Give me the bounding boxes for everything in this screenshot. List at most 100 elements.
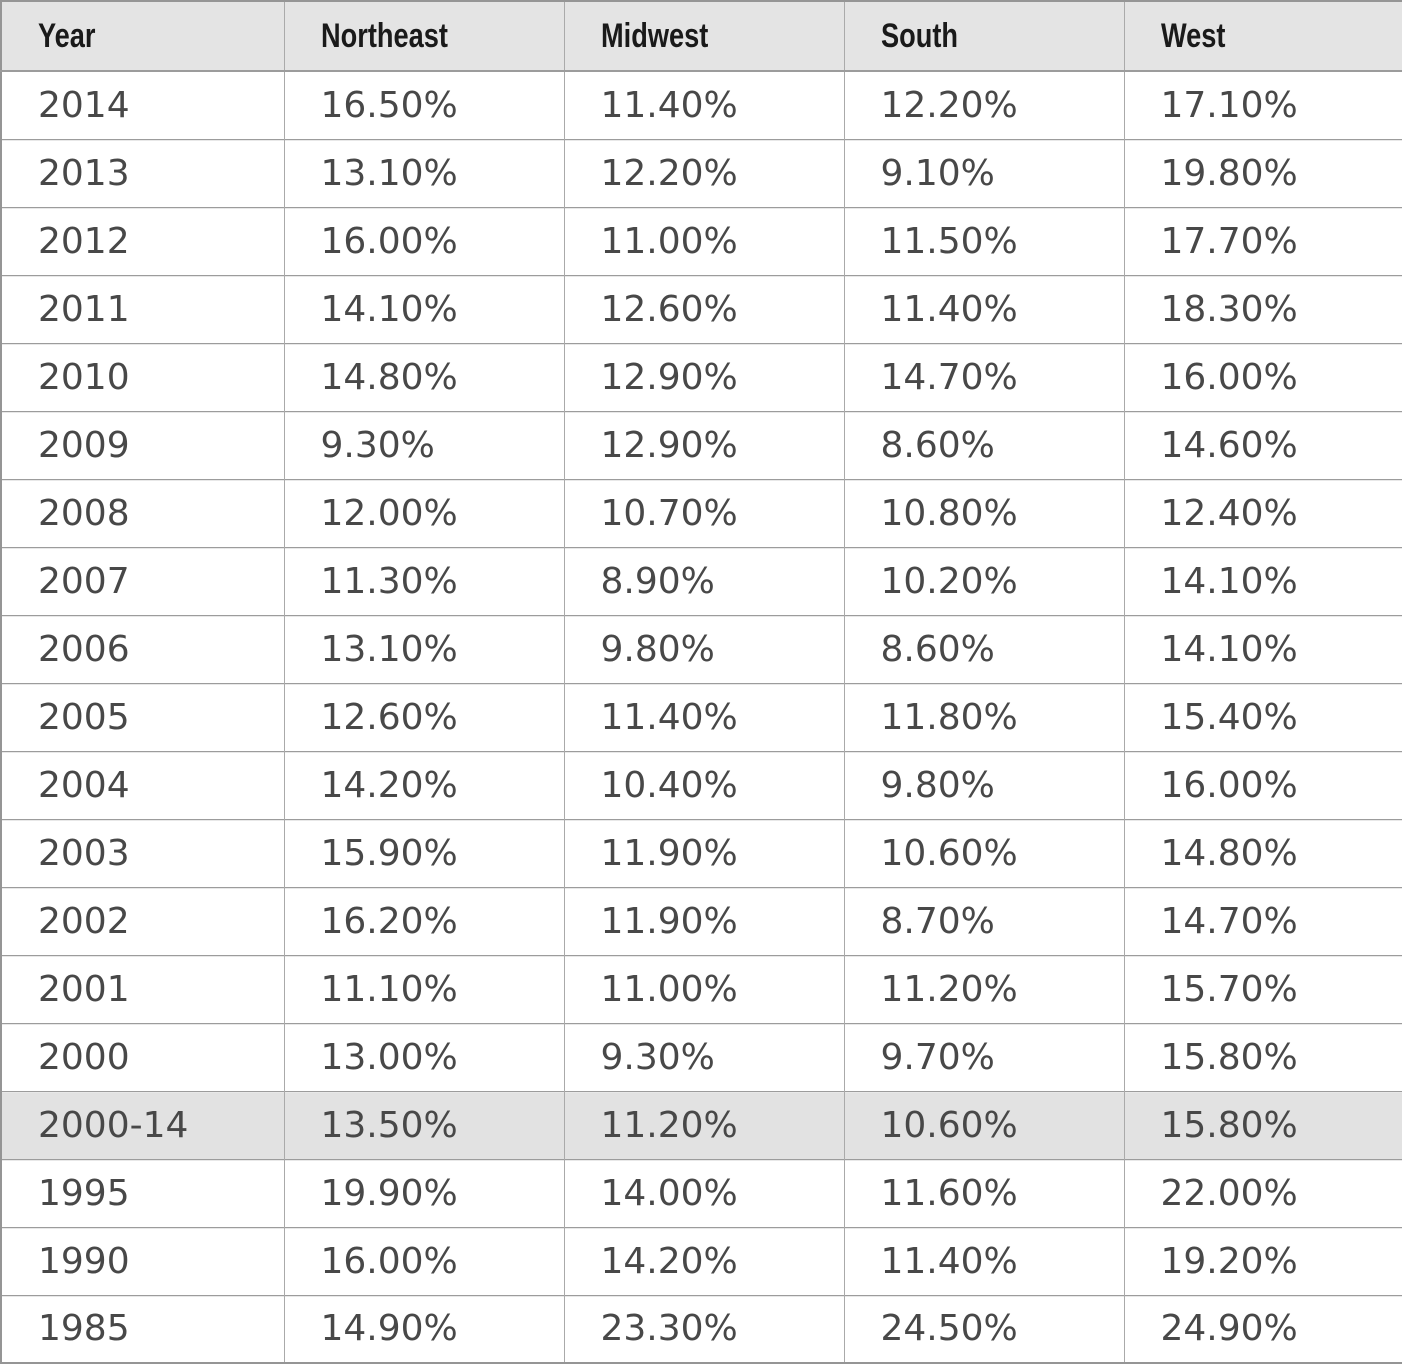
midwest-value: 8.90% [600,560,715,602]
west-value: 15.40% [1160,696,1298,738]
midwest-value: 12.60% [600,288,738,330]
column-header-northeast-label: Northeast [320,16,448,55]
west-value-cell: 14.10% [1123,546,1402,615]
south-value-cell: 11.80% [843,682,1124,751]
west-value: 19.20% [1160,1240,1298,1282]
year-label: 2008 [38,492,130,534]
table-row: 2005 12.60% 11.40% 11.80% 15.40% [1,682,1402,751]
midwest-value-cell: 11.20% [563,1090,844,1159]
south-value: 11.20% [880,968,1018,1010]
year-label: 2007 [38,560,130,602]
midwest-value-cell: 10.40% [563,750,844,819]
year-cell: 1990 [1,1226,284,1295]
northeast-value-cell: 12.60% [283,682,564,751]
northeast-value: 16.20% [320,900,458,942]
west-value-cell: 15.80% [1123,1022,1402,1091]
midwest-value: 11.40% [600,696,738,738]
northeast-value-cell: 15.90% [283,818,564,887]
midwest-value: 11.00% [600,968,738,1010]
west-value-cell: 17.10% [1123,71,1402,139]
table-row: 1985 14.90% 23.30% 24.50% 24.90% [1,1294,1402,1363]
northeast-value: 9.30% [320,424,435,466]
table-row: 1990 16.00% 14.20% 11.40% 19.20% [1,1226,1402,1295]
year-cell: 2006 [1,614,284,683]
column-header-south: South [843,1,1124,72]
west-value-cell: 15.80% [1123,1090,1402,1159]
northeast-value: 19.90% [320,1172,458,1214]
northeast-value-cell: 19.90% [283,1158,564,1227]
midwest-value: 12.20% [600,152,738,194]
northeast-value: 11.10% [320,968,458,1010]
table-row: 2007 11.30% 8.90% 10.20% 14.10% [1,546,1402,615]
table-row: 2011 14.10% 12.60% 11.40% 18.30% [1,274,1402,343]
west-value: 22.00% [1160,1172,1298,1214]
south-value-cell: 14.70% [843,342,1124,411]
midwest-value: 23.30% [600,1308,738,1350]
northeast-value-cell: 13.10% [283,138,564,207]
northeast-value-cell: 11.10% [283,954,564,1023]
south-value-cell: 12.20% [843,71,1124,139]
northeast-value-cell: 16.00% [283,206,564,275]
west-value-cell: 17.70% [1123,206,1402,275]
west-value: 14.10% [1160,560,1298,602]
south-value: 11.40% [880,1240,1018,1282]
midwest-value: 9.30% [600,1036,715,1078]
table-row: 2008 12.00% 10.70% 10.80% 12.40% [1,478,1402,547]
west-value-cell: 19.20% [1123,1226,1402,1295]
year-cell: 2009 [1,410,284,479]
table-body: 2014 16.50% 11.40% 12.20% 17.10% 2013 13… [1,71,1402,1363]
year-label: 2002 [38,900,130,942]
year-cell: 2005 [1,682,284,751]
west-value-cell: 18.30% [1123,274,1402,343]
year-cell: 2012 [1,206,284,275]
column-header-west: West [1123,1,1402,72]
south-value: 8.60% [880,628,995,670]
midwest-value-cell: 11.40% [563,71,844,139]
northeast-value-cell: 13.10% [283,614,564,683]
northeast-value-cell: 16.00% [283,1226,564,1295]
midwest-value: 11.40% [600,84,738,126]
northeast-value: 16.50% [320,84,458,126]
west-value: 15.80% [1160,1036,1298,1078]
south-value: 8.70% [880,900,995,942]
northeast-value-cell: 13.50% [283,1090,564,1159]
midwest-value: 12.90% [600,424,738,466]
year-label: 2006 [38,628,130,670]
midwest-value-cell: 12.20% [563,138,844,207]
west-value: 17.10% [1160,84,1298,126]
midwest-value: 14.00% [600,1172,738,1214]
northeast-value: 12.60% [320,696,458,738]
year-cell: 2014 [1,71,284,139]
northeast-value: 16.00% [320,1240,458,1282]
northeast-value: 13.00% [320,1036,458,1078]
midwest-value-cell: 11.40% [563,682,844,751]
column-header-south-label: South [880,16,958,55]
west-value-cell: 19.80% [1123,138,1402,207]
year-cell: 2011 [1,274,284,343]
south-value-cell: 11.40% [843,1226,1124,1295]
midwest-value-cell: 23.30% [563,1294,844,1363]
table-row: 2000 13.00% 9.30% 9.70% 15.80% [1,1022,1402,1091]
south-value-cell: 10.80% [843,478,1124,547]
south-value: 12.20% [880,84,1018,126]
year-cell: 2000-14 [1,1090,284,1159]
year-cell: 2004 [1,750,284,819]
northeast-value-cell: 14.10% [283,274,564,343]
south-value: 8.60% [880,424,995,466]
south-value-cell: 11.20% [843,954,1124,1023]
south-value: 10.60% [880,832,1018,874]
west-value: 16.00% [1160,356,1298,398]
year-cell: 2001 [1,954,284,1023]
column-header-year-label: Year [38,16,96,55]
midwest-value: 14.20% [600,1240,738,1282]
northeast-value-cell: 13.00% [283,1022,564,1091]
northeast-value: 14.20% [320,764,458,806]
west-value: 14.10% [1160,628,1298,670]
south-value-cell: 8.70% [843,886,1124,955]
year-label: 2001 [38,968,130,1010]
northeast-value: 16.00% [320,220,458,262]
year-label: 1990 [38,1240,130,1282]
west-value: 19.80% [1160,152,1298,194]
south-value: 10.60% [880,1104,1018,1146]
year-label: 2005 [38,696,130,738]
